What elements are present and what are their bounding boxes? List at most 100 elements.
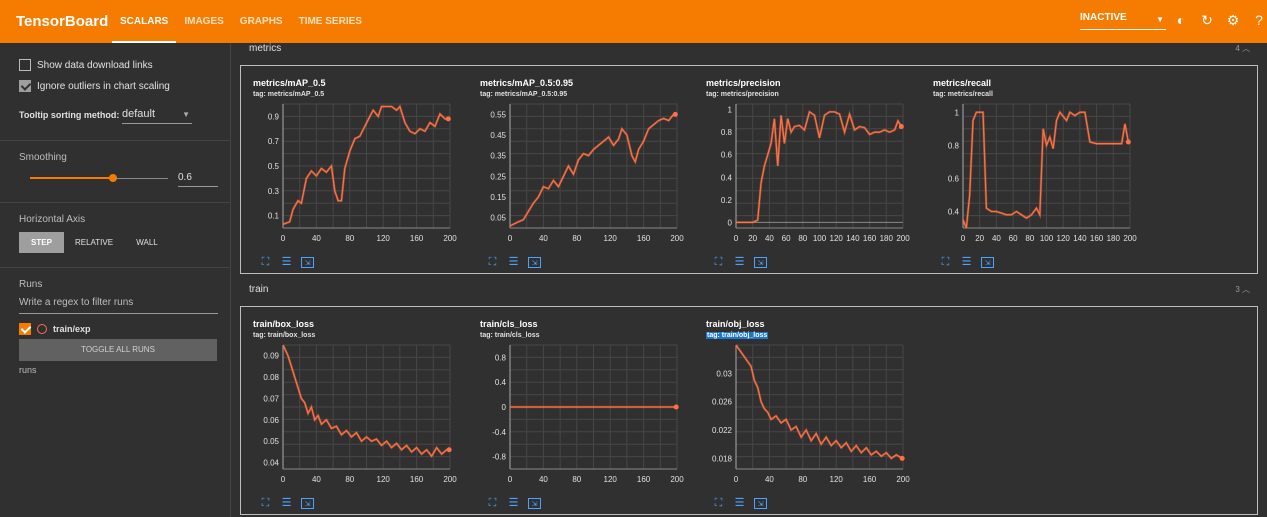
top-bar: TensorBoard SCALARS IMAGES GRAPHS TIME S… bbox=[0, 0, 1267, 43]
fit-domain-icon[interactable]: ⇲ bbox=[754, 257, 767, 268]
tab-scalars[interactable]: SCALARS bbox=[112, 0, 177, 43]
y-tick-label: -0.4 bbox=[492, 428, 506, 437]
x-tick-label: 200 bbox=[896, 234, 910, 243]
data-table-icon[interactable]: ☰ bbox=[734, 497, 745, 509]
x-tick-label: 40 bbox=[539, 475, 548, 484]
x-tick-label: 160 bbox=[410, 234, 424, 243]
data-table-icon[interactable]: ☰ bbox=[734, 256, 745, 268]
data-table-icon[interactable]: ☰ bbox=[281, 497, 292, 509]
smoothing-input[interactable]: 0.6 bbox=[178, 172, 218, 187]
sidebar: Show data download links Ignore outliers… bbox=[0, 43, 231, 517]
chart-plot[interactable]: 1 0.8 0.6 0.4 0.2 00 20 40 60 80 100 120 140 160 180 20… bbox=[706, 100, 911, 250]
chart-plot[interactable]: 0.09 0.08 0.07 0.06 0.05 0.040 40 80 120 160 200 bbox=[253, 341, 458, 491]
x-tick-label: 40 bbox=[765, 475, 774, 484]
ignore-outliers-row[interactable]: Ignore outliers in chart scaling bbox=[19, 80, 170, 92]
fit-domain-icon[interactable]: ⇲ bbox=[301, 257, 314, 268]
data-table-icon[interactable]: ☰ bbox=[508, 256, 519, 268]
y-tick-label: 0.08 bbox=[263, 373, 279, 382]
chart-plot[interactable]: 0.9 0.7 0.5 0.3 0.1 0 40 80 120 160 200 bbox=[253, 100, 458, 250]
app-title: TensorBoard bbox=[16, 13, 109, 30]
section-header-metrics[interactable]: metrics 4 ︿ bbox=[240, 37, 1258, 59]
tab-images[interactable]: IMAGES bbox=[184, 16, 224, 27]
fit-domain-icon[interactable]: ⇲ bbox=[528, 498, 541, 509]
x-tick-label: 160 bbox=[410, 475, 424, 484]
chart-card: metrics/mAP_0.5:0.95 tag: metrics/mAP_0.5… bbox=[480, 78, 700, 273]
chart-card: metrics/precision tag: metrics/precision 1… bbox=[706, 78, 926, 273]
section-train: train/box_loss tag: train/box_loss 0.09 0.0… bbox=[240, 306, 1258, 515]
chart-toolbar: ⛶ ☰ ⇲ bbox=[712, 257, 767, 268]
section-metrics: metrics/mAP_0.5 tag: metrics/mAP_0.5 0.9 0.… bbox=[240, 65, 1258, 274]
settings-gear-icon[interactable]: ⚙ bbox=[1226, 12, 1240, 28]
theme-toggle-icon[interactable]: ◐ bbox=[1176, 12, 1186, 28]
chevron-down-icon: ▼ bbox=[182, 110, 190, 119]
chart-tag: tag: metrics/mAP_0.5:0.95 bbox=[480, 91, 568, 98]
show-download-checkbox[interactable] bbox=[19, 59, 31, 71]
data-table-icon[interactable]: ☰ bbox=[508, 497, 519, 509]
fit-domain-icon[interactable]: ⇲ bbox=[528, 257, 541, 268]
main-content: metrics 4 ︿ metrics/mAP_0.5 tag: metrics/… bbox=[232, 43, 1267, 517]
axis-step-button[interactable]: STEP bbox=[19, 232, 64, 253]
fit-domain-icon[interactable]: ⇲ bbox=[754, 498, 767, 509]
x-tick-label: 200 bbox=[670, 234, 684, 243]
y-tick-label: 0.6 bbox=[948, 174, 960, 183]
series-raw-line bbox=[509, 113, 676, 228]
series-last-point bbox=[673, 404, 679, 410]
smoothing-slider-fill bbox=[30, 177, 113, 179]
y-tick-label: 0.8 bbox=[495, 353, 507, 362]
fullscreen-icon[interactable]: ⛶ bbox=[261, 497, 270, 509]
fullscreen-icon[interactable]: ⛶ bbox=[714, 256, 723, 268]
run-color-icon[interactable] bbox=[37, 324, 47, 334]
section-count: 3 ︿ bbox=[1235, 284, 1250, 294]
runs-footer: runs bbox=[19, 365, 37, 375]
toggle-all-runs-button[interactable]: TOGGLE ALL RUNS bbox=[19, 339, 217, 361]
x-tick-label: 0 bbox=[508, 475, 513, 484]
y-tick-label: 0.06 bbox=[263, 416, 279, 425]
chevron-up-icon: ︿ bbox=[1242, 284, 1250, 294]
tab-time-series[interactable]: TIME SERIES bbox=[298, 16, 362, 27]
refresh-icon[interactable]: ↻ bbox=[1201, 12, 1213, 28]
smoothing-slider-thumb[interactable] bbox=[109, 174, 117, 182]
fullscreen-icon[interactable]: ⛶ bbox=[714, 497, 723, 509]
data-table-icon[interactable]: ☰ bbox=[961, 256, 972, 268]
fullscreen-icon[interactable]: ⛶ bbox=[261, 256, 270, 268]
fullscreen-icon[interactable]: ⛶ bbox=[941, 256, 950, 268]
fullscreen-icon[interactable]: ⛶ bbox=[488, 256, 497, 268]
runs-filter-input[interactable]: Write a regex to filter runs bbox=[19, 297, 218, 314]
chart-toolbar: ⛶ ☰ ⇲ bbox=[259, 257, 314, 268]
y-tick-label: 0.15 bbox=[490, 193, 506, 202]
x-tick-label: 80 bbox=[345, 475, 354, 484]
axis-relative-button[interactable]: RELATIVE bbox=[74, 238, 114, 247]
y-tick-label: 0.35 bbox=[490, 152, 506, 161]
axis-wall-button[interactable]: WALL bbox=[136, 238, 158, 247]
ignore-outliers-checkbox[interactable] bbox=[19, 80, 31, 92]
fullscreen-icon[interactable]: ⛶ bbox=[488, 497, 497, 509]
chart-plot[interactable]: 0.55 0.45 0.35 0.25 0.15 0.05 0 40 80 120 160 200 bbox=[480, 100, 685, 250]
x-tick-label: 120 bbox=[830, 475, 844, 484]
fit-domain-icon[interactable]: ⇲ bbox=[981, 257, 994, 268]
show-download-row[interactable]: Show data download links bbox=[19, 59, 153, 71]
status-select[interactable]: INACTIVE ▼ bbox=[1080, 12, 1166, 30]
series-line bbox=[282, 105, 449, 225]
x-tick-label: 40 bbox=[539, 234, 548, 243]
y-tick-label: 0.07 bbox=[263, 394, 279, 403]
chart-plot[interactable]: 0.03 0.026 0.022 0.018 0 40 80 120 160 200 bbox=[706, 341, 911, 491]
run-checkbox[interactable] bbox=[19, 323, 31, 335]
x-tick-label: 200 bbox=[443, 234, 457, 243]
horizontal-axis-title: Horizontal Axis bbox=[19, 214, 86, 225]
data-table-icon[interactable]: ☰ bbox=[281, 256, 292, 268]
chart-title: train/obj_loss bbox=[706, 319, 765, 329]
series-last-point bbox=[446, 447, 452, 453]
x-tick-label: 180 bbox=[1107, 234, 1121, 243]
chart-plot[interactable]: 0.8 0.4 0 -0.4 -0.8 0 40 80 120 160 200 bbox=[480, 341, 685, 491]
chart-plot[interactable]: 1 0.8 0.6 0.4 0 20 40 60 80 100 120 140 160 180 200 bbox=[933, 100, 1138, 250]
y-tick-label: 1 bbox=[728, 106, 733, 115]
tab-graphs[interactable]: GRAPHS bbox=[239, 16, 283, 27]
tooltip-sorting-select[interactable]: default ▼ bbox=[122, 108, 192, 124]
chart-card: train/cls_loss tag: train/cls_loss 0.8 0.4 0… bbox=[480, 319, 700, 514]
chevron-up-icon: ︿ bbox=[1242, 43, 1250, 53]
x-tick-label: 40 bbox=[312, 475, 321, 484]
fit-domain-icon[interactable]: ⇲ bbox=[301, 498, 314, 509]
help-icon[interactable]: ? bbox=[1255, 12, 1263, 28]
run-row[interactable]: train/exp bbox=[19, 323, 91, 335]
section-header-train[interactable]: train 3 ︿ bbox=[240, 278, 1258, 300]
